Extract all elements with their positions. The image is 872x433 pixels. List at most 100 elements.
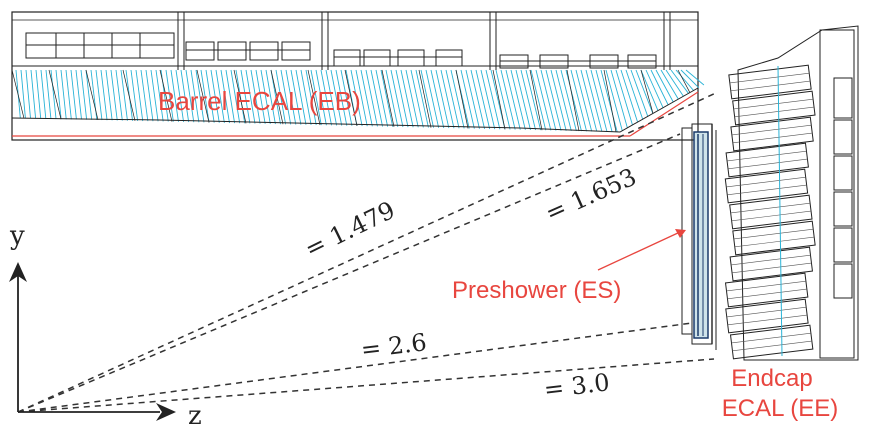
eta-lines xyxy=(17,91,719,413)
endcap-crystal-row xyxy=(732,132,813,144)
barrel-crystal xyxy=(295,69,307,125)
eta-label-1479: = 1.479 xyxy=(300,196,399,263)
endcap-crystal-row xyxy=(734,236,815,248)
barrel-module-edge xyxy=(529,69,543,131)
barrel-crystal xyxy=(540,69,557,131)
barrel-crystal xyxy=(485,69,501,130)
barrel-crystal xyxy=(460,69,475,129)
barrel-module-edge xyxy=(11,69,25,119)
barrel-crystal xyxy=(255,69,266,124)
barrel-crystal xyxy=(545,69,562,131)
eta-label-30: = 3.0 xyxy=(542,368,611,404)
barrel-crystal xyxy=(240,69,251,124)
y-axis-arrow-icon xyxy=(9,262,27,282)
barrel-crystal xyxy=(655,69,674,103)
barrel-crystal xyxy=(555,69,572,131)
barrel-crystal xyxy=(185,69,195,123)
barrel-crystal xyxy=(470,69,485,129)
barrel-crystal xyxy=(205,69,215,123)
barrel-crystal xyxy=(390,69,404,128)
endcap-module xyxy=(732,220,816,256)
barrel-crystal xyxy=(100,69,108,121)
barrel-crystal xyxy=(630,69,649,117)
barrel-crystal xyxy=(310,69,322,126)
barrel-crystal xyxy=(60,69,67,120)
barrel-module-edge xyxy=(418,69,432,128)
barrel-crystal xyxy=(285,69,297,125)
barrel-crystal xyxy=(370,69,383,127)
barrel-crystal xyxy=(50,69,57,120)
barrel-module-dividers xyxy=(177,12,671,70)
endcap-crystal-row xyxy=(731,332,811,344)
barrel-electronics xyxy=(25,32,657,69)
endcap-label-line2: ECAL (EE) xyxy=(722,395,838,422)
endcap-crystals xyxy=(724,64,816,360)
z-axis-arrow-icon xyxy=(156,403,176,421)
barrel-crystal xyxy=(490,69,506,130)
endcap-crystal-row xyxy=(727,150,807,162)
endcap-crystal-row xyxy=(727,158,808,170)
endcap-module xyxy=(729,324,814,360)
endcap-crystal-row xyxy=(726,176,806,188)
barrel-crystal xyxy=(675,69,695,92)
axis-y-label: y xyxy=(9,221,25,251)
barrel-module-edge xyxy=(640,69,654,114)
barrel-crystal xyxy=(190,69,200,123)
barrel-crystal xyxy=(40,69,47,119)
barrel-crystal xyxy=(250,69,261,124)
barrel-module-edge xyxy=(233,69,247,124)
barrel-crystal xyxy=(45,69,52,119)
barrel-crystal xyxy=(145,69,154,122)
barrel-crystal xyxy=(440,69,455,129)
endcap-crystal-row xyxy=(730,202,811,214)
barrel-crystal xyxy=(170,69,179,122)
barrel-crystal xyxy=(130,69,139,121)
barrel-crystal xyxy=(210,69,220,123)
barrel-crystal xyxy=(585,69,603,132)
barrel-crystal xyxy=(275,69,287,125)
barrel-crystal xyxy=(600,69,618,133)
barrel-crystal xyxy=(395,69,409,128)
barrel-crystal xyxy=(445,69,460,129)
barrel-crystal xyxy=(265,69,276,125)
barrel-crystal xyxy=(510,69,526,130)
barrel-crystal xyxy=(280,69,292,125)
endcap-crystal-row xyxy=(729,72,810,84)
barrel-crystal xyxy=(95,69,103,121)
endcap-module xyxy=(728,64,812,100)
barrel-label: Barrel ECAL (EB) xyxy=(158,86,361,116)
barrel-crystal xyxy=(505,69,521,130)
barrel-crystal xyxy=(435,69,450,129)
barrel-crystal xyxy=(215,69,225,123)
barrel-crystal xyxy=(175,69,185,123)
barrel-crystal xyxy=(365,69,378,127)
endcap-crystal-row xyxy=(730,80,811,92)
barrel-crystal xyxy=(645,69,664,109)
endcap-crystal-row xyxy=(733,98,814,110)
eta-label-26: = 2.6 xyxy=(359,328,428,364)
barrel-module-edge xyxy=(344,69,358,127)
barrel-crystal xyxy=(425,69,440,128)
barrel-crystal xyxy=(270,69,281,125)
endcap-crystal-row xyxy=(726,306,807,318)
barrel-crystal xyxy=(450,69,465,129)
barrel-crystal xyxy=(120,69,128,121)
barrel-crystal xyxy=(150,69,159,122)
barrel-crystal xyxy=(665,69,684,97)
barrel-crystal xyxy=(405,69,419,128)
endcap-crystal-row xyxy=(732,262,812,274)
barrel-crystal xyxy=(495,69,511,130)
barrel-crystal xyxy=(315,69,327,126)
barrel-crystal xyxy=(575,69,593,132)
endcap-module xyxy=(725,298,809,334)
barrel-crystal xyxy=(360,69,373,127)
barrel-crystal xyxy=(180,69,190,123)
barrel-crystal xyxy=(30,69,37,119)
endcap-crystal-row xyxy=(731,254,811,266)
barrel-crystal xyxy=(525,69,542,131)
endcap-crystal-row xyxy=(731,124,812,136)
endcap-module xyxy=(729,194,813,230)
endcap-ecal: Endcap ECAL (EE) xyxy=(722,25,859,422)
barrel-crystal xyxy=(625,69,644,120)
